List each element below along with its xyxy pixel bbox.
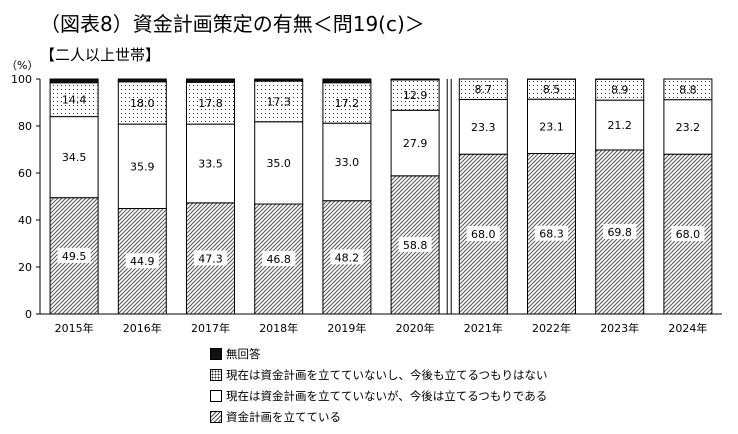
legend: 無回答現在は資金計画を立てていないし、今後も立てるつもりはない 現在は資金計画を立… — [210, 343, 548, 427]
value-label: 21.2 — [607, 119, 632, 132]
legend-swatch — [210, 347, 222, 360]
value-label: 27.9 — [403, 137, 428, 150]
bar-segment — [117, 81, 167, 125]
y-tick-label: 100 — [11, 73, 32, 86]
chart-subtitle: 【二人以上世帯】 — [40, 46, 161, 64]
x-tick-label: 2023年 — [600, 321, 639, 335]
bar-segment — [322, 82, 372, 124]
bar-segment — [322, 122, 372, 202]
bar-segment — [117, 123, 167, 209]
value-label: 47.3 — [198, 252, 223, 265]
x-tick-label: 2022年 — [532, 321, 571, 335]
value-label: 17.2 — [335, 97, 360, 110]
value-label: 23.2 — [676, 121, 701, 134]
value-label: 23.3 — [471, 121, 496, 134]
x-tick-label: 2021年 — [464, 321, 503, 335]
y-axis-label: （%） — [6, 59, 38, 72]
value-label: 8.5 — [543, 83, 561, 96]
legend-swatch — [210, 410, 222, 423]
value-label: 69.8 — [607, 226, 632, 239]
value-label: 12.9 — [403, 89, 428, 102]
y-tick-label: 20 — [18, 261, 32, 274]
bar-segment — [322, 78, 372, 84]
value-label-bg — [466, 226, 500, 242]
bar-segment — [390, 79, 440, 111]
value-label: 68.0 — [676, 228, 701, 241]
value-label: 58.8 — [403, 239, 428, 252]
value-label: 17.8 — [198, 97, 223, 110]
legend-swatch — [210, 389, 222, 402]
value-label: 8.8 — [679, 83, 697, 96]
bar-segment — [49, 82, 99, 118]
value-label: 48.2 — [335, 251, 360, 264]
bar-segment — [186, 123, 235, 204]
bar-segment — [254, 121, 304, 205]
chart-title: （図表8）資金計画策定の有無＜問19(c)＞ — [40, 12, 425, 36]
value-label: 35.9 — [130, 160, 155, 173]
value-label: 46.8 — [266, 253, 291, 266]
value-label: 68.3 — [539, 228, 564, 241]
value-label-bg — [330, 249, 364, 265]
y-tick-label: 80 — [18, 120, 32, 133]
x-tick-label: 2018年 — [259, 321, 298, 335]
value-label: 49.5 — [62, 250, 87, 263]
value-label: 8.7 — [475, 83, 493, 96]
x-tick-label: 2015年 — [55, 321, 94, 335]
bar-segment — [595, 99, 645, 151]
value-label-bg — [534, 225, 569, 241]
value-label: 68.0 — [471, 228, 496, 241]
bar-segment — [254, 78, 304, 82]
y-tick-label: 0 — [25, 308, 32, 321]
value-label: 35.0 — [266, 157, 291, 170]
value-label: 8.9 — [611, 84, 629, 97]
value-label-bg — [262, 251, 296, 267]
value-label: 17.3 — [266, 95, 291, 108]
value-label-bg — [57, 247, 91, 263]
legend-item: 資金計画を立てている — [210, 406, 548, 427]
bar-segment — [49, 116, 99, 199]
value-label-bg — [125, 253, 159, 269]
value-label: 18.0 — [130, 97, 155, 110]
value-label: 14.4 — [62, 94, 87, 107]
x-tick-label: 2024年 — [668, 321, 707, 335]
bar-segment — [186, 78, 235, 83]
x-tick-label: 2020年 — [396, 321, 435, 335]
legend-label: 資金計画を立てている — [226, 409, 341, 424]
bar-segment — [663, 99, 713, 155]
bar-segment — [117, 78, 167, 83]
value-label-bg — [671, 226, 705, 242]
bar-segment — [663, 78, 713, 101]
legend-item: 無回答 — [210, 343, 548, 364]
legend-label: 現在は資金計画を立てていないが、今後は立てるつもりである — [226, 388, 548, 403]
y-tick-label: 60 — [18, 167, 32, 180]
bar-segment — [49, 78, 99, 84]
x-tick-label: 2017年 — [191, 321, 230, 335]
x-tick-label: 2019年 — [327, 321, 366, 335]
legend-item: 現在は資金計画を立てていないが、今後は立てるつもりである — [210, 385, 548, 406]
legend-swatch — [210, 368, 222, 381]
x-tick-label: 2016年 — [123, 321, 162, 335]
value-label: 33.5 — [198, 157, 223, 170]
value-label-bg — [603, 223, 637, 239]
value-label: 23.1 — [539, 120, 564, 133]
value-label: 33.0 — [335, 156, 360, 169]
y-tick-label: 40 — [18, 214, 32, 227]
legend-item: 現在は資金計画を立てていないし、今後も立てるつもりはない — [210, 364, 548, 385]
value-label-bg — [193, 250, 228, 266]
bar-segment — [458, 78, 508, 100]
value-label-bg — [398, 236, 432, 252]
bar-segment — [390, 78, 440, 81]
value-label: 44.9 — [130, 255, 155, 268]
legend-label: 無回答 — [226, 346, 261, 361]
value-label: 34.5 — [62, 151, 87, 164]
legend-label: 現在は資金計画を立てていないし、今後も立てるつもりはない — [226, 367, 548, 382]
